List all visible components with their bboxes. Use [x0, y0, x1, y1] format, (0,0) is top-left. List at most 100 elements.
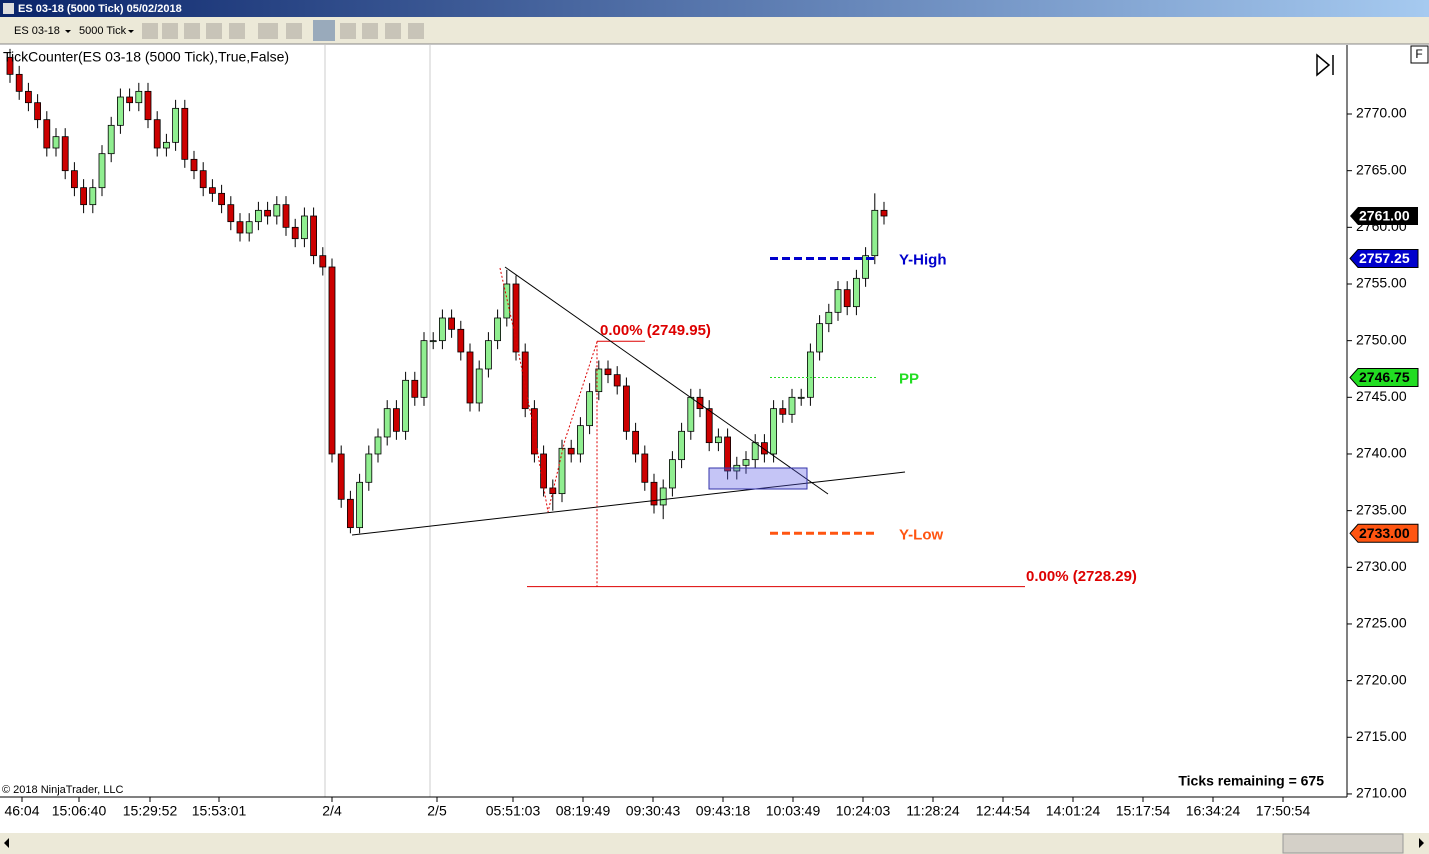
window-title: ES 03-18 (5000 Tick) 05/02/2018	[18, 3, 182, 15]
candle-body	[135, 90, 143, 104]
candle-body	[24, 90, 32, 104]
fib-leg	[499, 267, 598, 513]
candle-body	[190, 158, 198, 172]
candle-body	[71, 170, 78, 189]
candle-body	[43, 119, 51, 149]
candle-body	[475, 368, 483, 404]
candle-body	[448, 317, 456, 330]
candle-body	[162, 141, 170, 149]
candle-body	[687, 396, 695, 432]
x-tick-label: 46:04	[4, 803, 39, 819]
candle-body	[218, 192, 226, 206]
interval-select[interactable]: 5000 Tick	[79, 25, 127, 37]
button[interactable]	[184, 23, 200, 39]
candle-body	[34, 102, 41, 121]
x-tick-label: 15:06:40	[52, 803, 107, 819]
y-tick-label: 2770.00	[1356, 105, 1407, 121]
candle-body	[484, 340, 492, 370]
toolbar-buttons	[142, 20, 424, 41]
button[interactable]	[162, 23, 178, 39]
candle-body	[853, 277, 860, 308]
level-name: PP	[899, 370, 919, 387]
candle-body	[310, 215, 318, 257]
x-tick-label: 17:50:54	[1256, 803, 1311, 819]
x-tick-label: 10:03:49	[766, 803, 821, 819]
price-marker	[1349, 248, 1419, 268]
level-name: Y-Low	[899, 526, 943, 543]
x-tick-label: 05:51:03	[486, 803, 541, 819]
y-tick-label: 2765.00	[1356, 161, 1407, 177]
candle-body	[724, 436, 731, 472]
candle-body	[402, 379, 410, 432]
candle-body	[98, 153, 106, 189]
price-marker-label: 2733.00	[1359, 525, 1410, 541]
candle-body	[494, 317, 502, 342]
candle-body	[586, 391, 593, 427]
candle-body	[641, 453, 649, 483]
button[interactable]	[362, 23, 378, 39]
candle-body	[273, 204, 281, 217]
candle-body	[632, 430, 639, 455]
candle-body	[880, 209, 888, 217]
x-tick-label: 10:24:03	[836, 803, 891, 819]
candle-body	[245, 221, 253, 234]
x-tick-label: 08:19:49	[556, 803, 611, 819]
button[interactable]	[229, 23, 245, 39]
candle-body	[751, 442, 759, 461]
copyright: © 2018 NinjaTrader, LLC	[2, 784, 123, 796]
candle-body	[89, 187, 97, 206]
scrollbar[interactable]	[0, 833, 1429, 854]
y-tick-label: 2755.00	[1356, 275, 1407, 291]
candle-body	[567, 447, 575, 455]
play-button[interactable]	[1316, 53, 1334, 77]
candle-body	[457, 328, 465, 353]
scroll-thumb[interactable]	[1282, 833, 1404, 854]
candle-body	[181, 107, 189, 160]
title-bar	[0, 0, 1429, 17]
button[interactable]	[142, 23, 158, 39]
button[interactable]	[206, 23, 222, 39]
price-marker-label: 2757.25	[1359, 250, 1410, 266]
y-tick-label: 2740.00	[1356, 445, 1407, 461]
price-marker-label: 2746.75	[1359, 369, 1410, 385]
candle-body	[770, 408, 777, 455]
candle-body	[558, 447, 566, 495]
candle-body	[659, 487, 667, 506]
candle-body	[227, 204, 235, 223]
button[interactable]	[340, 23, 356, 39]
button[interactable]	[286, 23, 302, 39]
candle-body	[291, 226, 299, 240]
y-tick-label: 2715.00	[1356, 728, 1407, 744]
candle-body	[383, 408, 391, 438]
candle-body	[843, 289, 851, 308]
window-icon	[3, 3, 14, 14]
candle-body	[300, 215, 308, 240]
candle-body	[871, 209, 879, 257]
panel-button-label: F	[1415, 47, 1422, 61]
x-tick-label: 2/4	[322, 803, 342, 819]
instrument-select[interactable]: ES 03-18	[14, 25, 60, 37]
fib-label: 0.00% (2749.95)	[600, 322, 711, 339]
candle-body	[604, 368, 612, 376]
candle-body	[392, 408, 400, 432]
candle-body	[549, 487, 557, 495]
candle-body	[807, 351, 814, 398]
candle-body	[834, 289, 842, 313]
candle-body	[411, 379, 419, 398]
button[interactable]	[408, 23, 424, 39]
candle-body	[742, 459, 750, 466]
x-tick-label: 09:30:43	[626, 803, 681, 819]
candle-body	[788, 396, 796, 415]
button[interactable]	[313, 20, 335, 41]
x-tick-label: 16:34:24	[1186, 803, 1241, 819]
y-tick-label: 2745.00	[1356, 388, 1407, 404]
button[interactable]	[258, 23, 278, 39]
button[interactable]	[385, 23, 401, 39]
candle-body	[52, 136, 60, 149]
x-tick-label: 14:01:24	[1046, 803, 1101, 819]
candle-body	[15, 73, 23, 92]
panel-button[interactable]	[1410, 45, 1429, 64]
y-tick-label: 2735.00	[1356, 501, 1407, 517]
x-tick-label: 15:53:01	[192, 803, 247, 819]
